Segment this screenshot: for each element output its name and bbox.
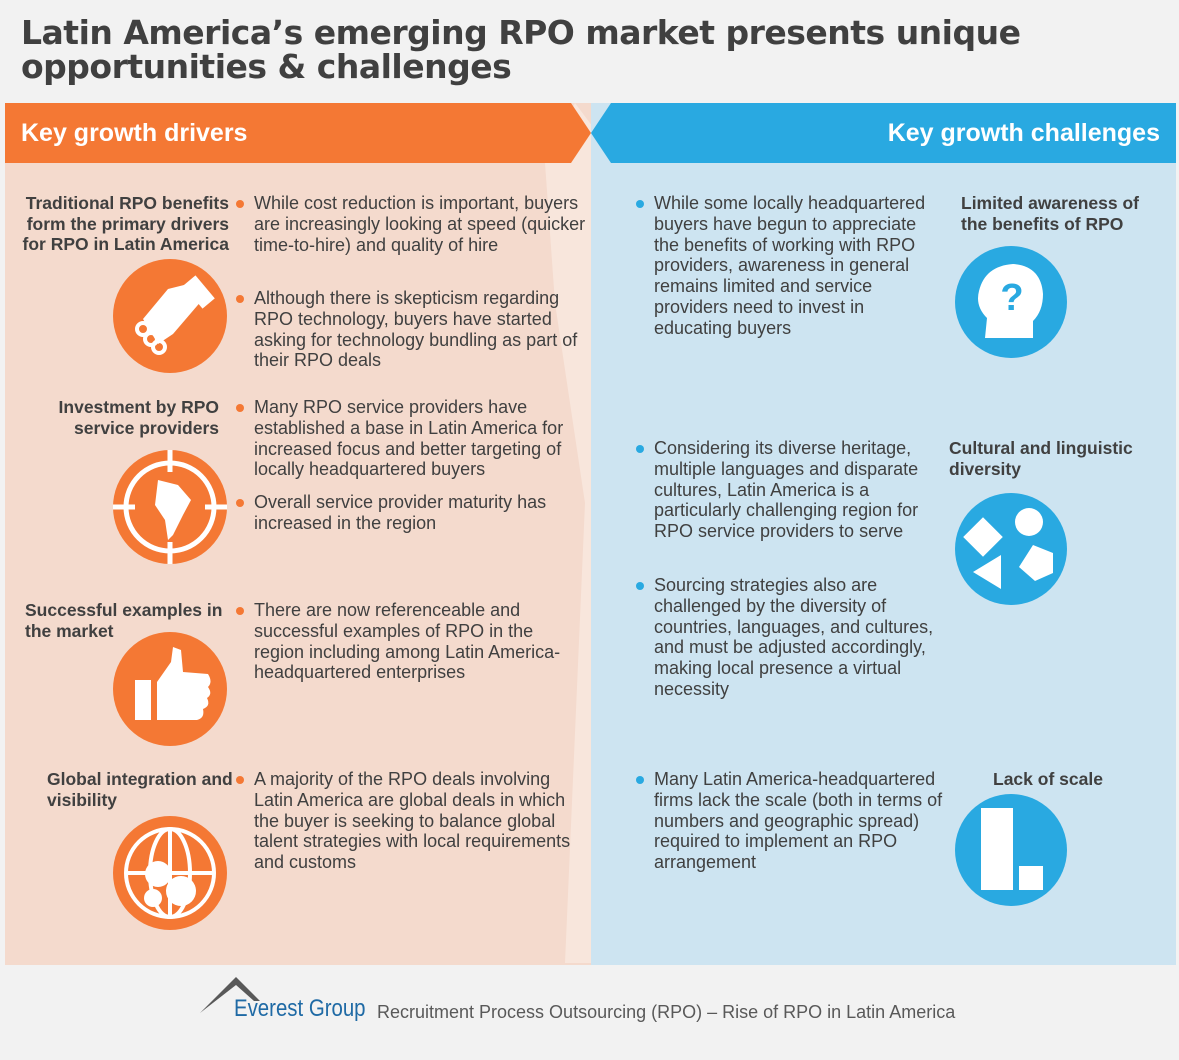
challenge-label: Lack of scale: [993, 769, 1103, 789]
driver-label: Traditional RPO benefits form the primar…: [22, 193, 229, 254]
driver-bullet: A majority of the RPO deals involving La…: [236, 769, 586, 873]
drivers-header: Key growth drivers: [5, 103, 591, 163]
target-map-icon: [113, 450, 227, 564]
globe-gears-icon: [113, 816, 227, 930]
driver-label: Investment by RPO service providers: [58, 397, 219, 438]
footer-subtitle: Recruitment Process Outsourcing (RPO) – …: [377, 1002, 956, 1022]
challenges-panel: Key growth challenges While some locally…: [591, 103, 1176, 965]
bar-chart-icon: [955, 794, 1067, 906]
driver-bullet: Overall service provider maturity has in…: [236, 492, 586, 534]
driver-label: Successful examples in the market: [25, 600, 223, 641]
challenge-bullet: Sourcing strategies also are challenged …: [636, 575, 934, 699]
thumbs-up-icon: [113, 632, 227, 746]
challenge-bullet: Considering its diverse heritage, multip…: [636, 438, 934, 542]
driver-bullet: While cost reduction is important, buyer…: [236, 193, 586, 255]
map-silhouette: [545, 103, 605, 963]
everest-logo-peak: [200, 977, 260, 1013]
challenge-label: Cultural and linguistic diversity: [949, 438, 1133, 479]
driver-bullet: Many RPO service providers have establis…: [236, 397, 586, 480]
head-question-icon: ?: [955, 246, 1067, 358]
handshake-icon: [113, 259, 227, 373]
challenge-bullet: While some locally headquartered buyers …: [636, 193, 934, 339]
challenges-header: Key growth challenges: [591, 103, 1176, 163]
challenge-label: Limited awareness of the benefits of RPO: [961, 193, 1139, 234]
driver-bullet: There are now referenceable and successf…: [236, 600, 586, 683]
svg-text:?: ?: [1000, 277, 1023, 319]
page-title: Latin America’s emerging RPO market pres…: [21, 13, 1021, 86]
driver-bullet: Although there is skepticism regarding R…: [236, 288, 586, 371]
driver-label: Global integration and visibility: [47, 769, 233, 810]
challenge-bullet: Many Latin America-headquartered firms l…: [636, 769, 974, 873]
brand-logo: Everest Group: [234, 995, 366, 1022]
drivers-panel: Key growth drivers Traditional RPO benef…: [5, 103, 605, 965]
shapes-icon: [955, 493, 1067, 605]
